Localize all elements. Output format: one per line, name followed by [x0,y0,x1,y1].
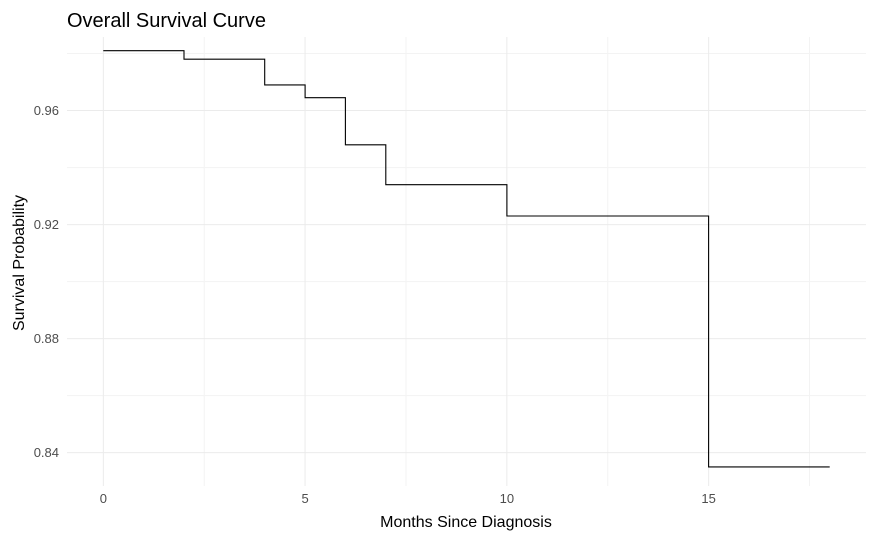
chart-title: Overall Survival Curve [67,10,266,32]
x-axis-label: Months Since Diagnosis [380,514,552,531]
y-tick-label: 0.96 [34,103,59,118]
y-tick-labels: 0.84 0.88 0.92 0.96 [34,103,59,460]
grid [67,37,866,486]
x-tick-labels: 0 5 10 15 [100,491,716,506]
y-axis-label: Survival Probability [11,195,28,331]
y-tick-label: 0.92 [34,217,59,232]
x-tick-label: 15 [701,491,715,506]
y-tick-label: 0.88 [34,331,59,346]
curve-layer [103,50,830,468]
x-tick-label: 5 [301,491,308,506]
y-tick-label: 0.84 [34,445,59,460]
x-tick-label: 10 [500,491,514,506]
x-tick-label: 0 [100,491,107,506]
survival-step-line [103,50,830,468]
